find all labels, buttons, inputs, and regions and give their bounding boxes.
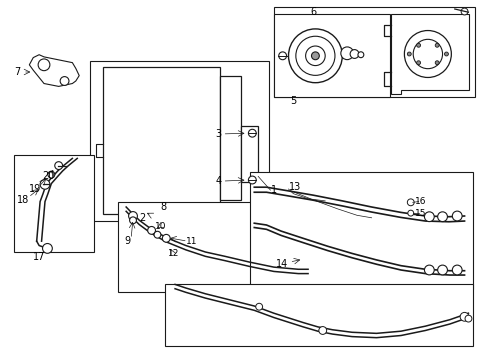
Circle shape (248, 176, 256, 184)
Circle shape (437, 212, 447, 222)
Text: 14: 14 (276, 258, 288, 269)
Text: 4: 4 (215, 176, 221, 186)
Circle shape (444, 52, 447, 56)
Circle shape (407, 210, 413, 216)
Text: 13: 13 (288, 182, 300, 192)
Bar (273, 14, 389, 97)
Circle shape (424, 212, 433, 222)
Circle shape (434, 43, 438, 47)
Bar (165, 284, 472, 346)
Text: 16: 16 (414, 197, 426, 206)
Circle shape (460, 8, 467, 15)
Circle shape (60, 77, 69, 85)
Circle shape (38, 59, 50, 71)
Circle shape (416, 43, 420, 47)
Circle shape (404, 31, 450, 77)
Circle shape (407, 199, 413, 206)
Circle shape (311, 52, 319, 60)
Circle shape (464, 315, 471, 322)
Text: 5: 5 (290, 96, 296, 106)
Bar (250, 172, 472, 289)
Text: 1: 1 (271, 185, 277, 195)
Circle shape (357, 52, 363, 58)
Text: 17: 17 (33, 252, 45, 262)
Circle shape (434, 61, 438, 65)
Text: 15: 15 (414, 209, 426, 217)
Circle shape (295, 36, 334, 75)
Circle shape (424, 265, 433, 275)
Circle shape (349, 50, 358, 58)
Circle shape (305, 46, 325, 66)
Text: 10: 10 (154, 222, 166, 231)
Circle shape (42, 243, 52, 253)
Text: 11: 11 (185, 238, 197, 247)
Circle shape (128, 212, 137, 220)
Circle shape (288, 29, 342, 83)
Polygon shape (390, 14, 468, 94)
Circle shape (55, 162, 62, 170)
Bar (102, 67, 220, 214)
Circle shape (248, 129, 256, 137)
Circle shape (437, 265, 447, 275)
Text: 18: 18 (17, 195, 29, 205)
Circle shape (412, 39, 442, 69)
Text: 9: 9 (124, 236, 130, 246)
Text: 20: 20 (42, 171, 54, 181)
Circle shape (459, 312, 468, 321)
Bar (273, 7, 474, 97)
Circle shape (40, 179, 50, 189)
Circle shape (340, 47, 353, 60)
Circle shape (129, 217, 136, 224)
Bar (14, 155, 94, 252)
Text: 2: 2 (139, 213, 145, 223)
Bar (90, 61, 268, 221)
Circle shape (451, 265, 461, 275)
Circle shape (278, 52, 286, 60)
Text: 7: 7 (14, 67, 20, 77)
Circle shape (407, 52, 410, 56)
Bar (118, 202, 311, 292)
Text: 6: 6 (309, 6, 315, 17)
Circle shape (48, 171, 55, 178)
Circle shape (162, 234, 170, 242)
Circle shape (318, 327, 326, 334)
Text: 12: 12 (168, 249, 179, 258)
Text: 3: 3 (215, 129, 221, 139)
Bar (240, 126, 258, 182)
Text: 8: 8 (160, 202, 166, 212)
Circle shape (416, 61, 420, 65)
Bar (220, 76, 240, 200)
Circle shape (147, 226, 155, 234)
Circle shape (255, 303, 262, 310)
Circle shape (451, 211, 461, 221)
Polygon shape (29, 55, 79, 86)
Circle shape (154, 231, 161, 238)
Text: 19: 19 (29, 184, 41, 194)
